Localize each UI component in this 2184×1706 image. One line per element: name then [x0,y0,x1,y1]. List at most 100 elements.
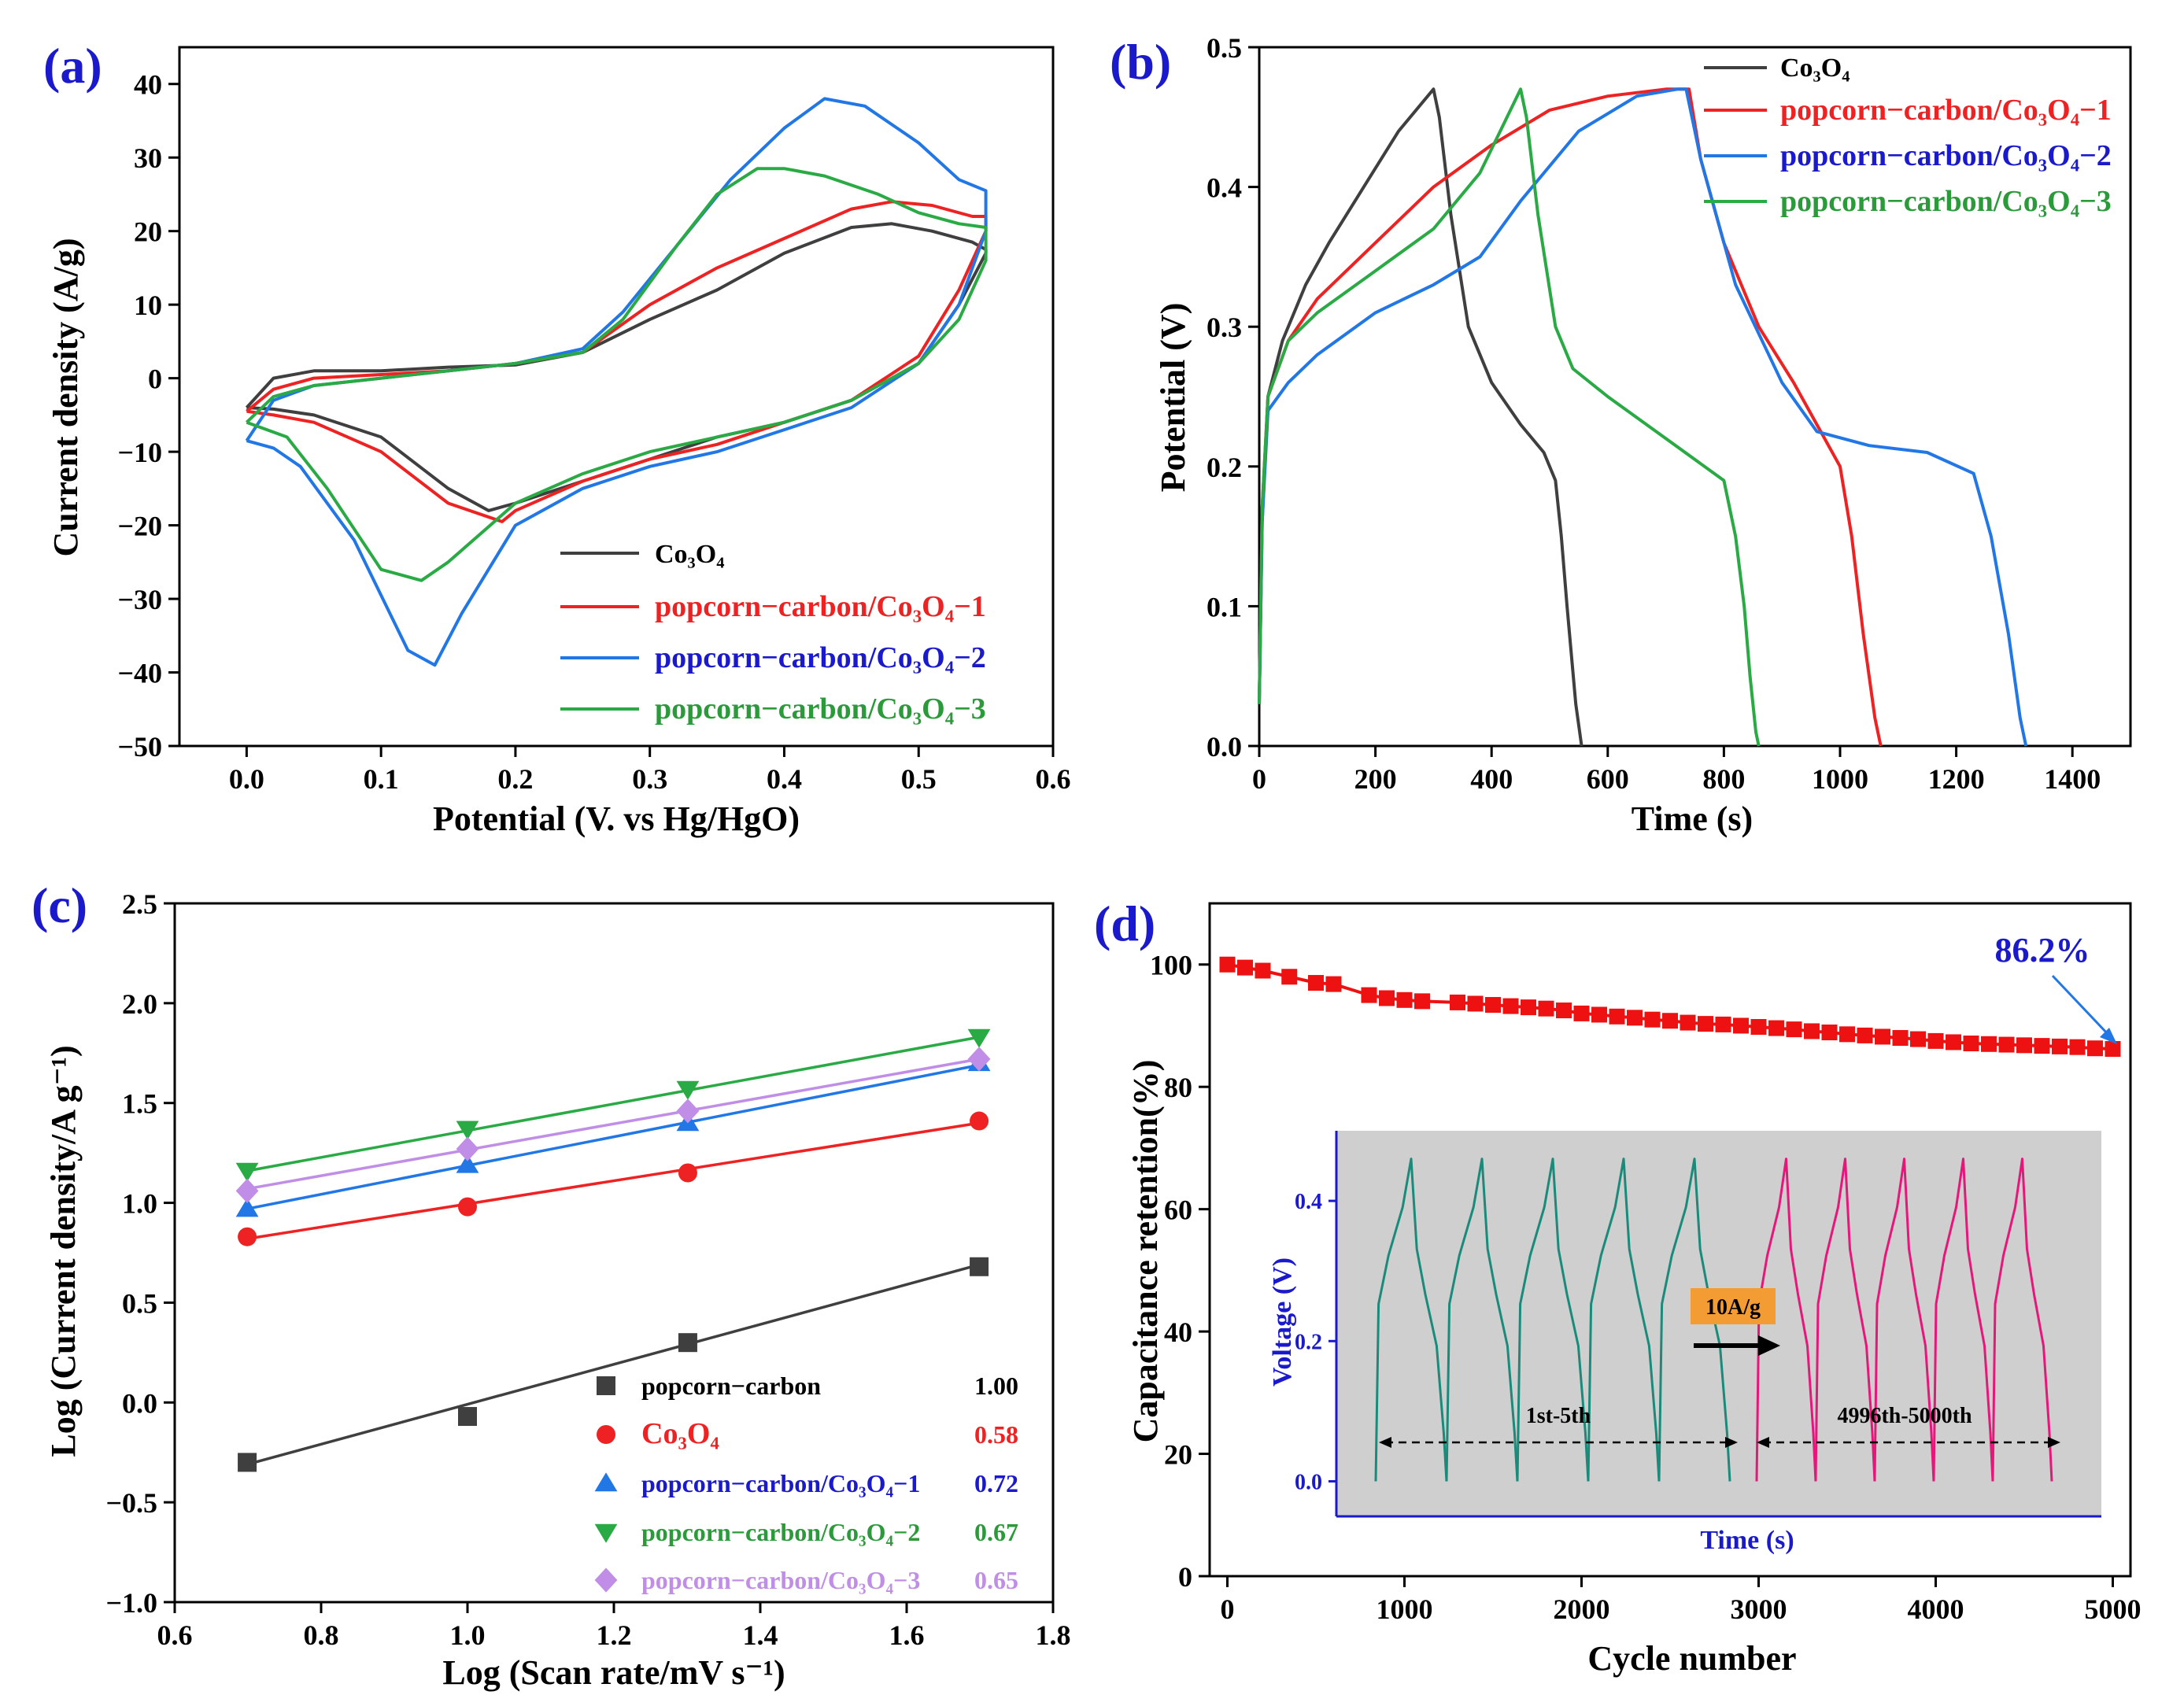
panel-d-y-label: Capacitance retention(%) [1126,1060,1165,1443]
y-tick-label: 10 [134,290,162,321]
x-tick-label: 5000 [2085,1593,2142,1625]
inset-first-range-arrow-right [1725,1437,1738,1448]
retention-point [1857,1027,1873,1043]
x-tick-label: 0.6 [157,1619,193,1651]
y-tick-label: 0.0 [1207,731,1242,763]
panel-b-y-ticks: 0.5 0.4 0.3 0.2 0.1 0.0 [1207,32,1259,763]
legend-series-name: Co₃O₄ [641,1417,719,1450]
data-point [238,1227,257,1246]
x-tick-label: 4000 [1908,1593,1964,1625]
x-tick-label: 0.2 [497,763,533,795]
x-tick-label: 400 [1470,763,1513,795]
y-tick-label: −40 [117,658,162,689]
x-tick-label: 0.3 [632,763,667,795]
panel-a-y-ticks: 40 30 20 10 0 −10 −20 −30 −40 −50 [117,69,179,763]
retention-point [1981,1036,1997,1052]
panel-c-label: (c) [31,877,87,933]
x-tick-label: 0.8 [304,1619,339,1651]
panel-c-x-label: Log (Scan rate/mV s⁻¹) [442,1653,785,1692]
cv-curve-4 [246,167,988,582]
retention-point [1804,1023,1820,1039]
data-point [678,1163,697,1183]
panel-a-x-ticks: 0.0 0.1 0.2 0.3 0.4 0.5 0.6 [229,746,1071,795]
retention-point [1556,1003,1572,1019]
retention-point [2052,1038,2068,1054]
retention-point [1963,1035,1979,1051]
data-point [456,1136,479,1161]
retention-point [2105,1040,2121,1057]
retention-point [1750,1019,1767,1036]
legend-marker [594,1523,618,1543]
panel-b-x-ticks: 0 200 400 600 800 1000 1200 1400 [1252,746,2101,795]
x-tick-label: 1400 [2044,763,2101,795]
y-tick-label: 0.5 [1207,32,1242,64]
y-tick-label: 2.5 [122,888,157,920]
x-tick-label: 1.0 [450,1619,486,1651]
data-point [235,1162,259,1182]
inset-cycle-5 [1657,1158,1731,1482]
panel-d-inset: 0.4 0.2 0.0 Voltage (V) Time (s) 1st-5th 4… [1268,1131,2101,1555]
retention-point [1502,998,1519,1014]
inset-cycle-4998 [1873,1158,1935,1482]
panel-b-label: (b) [1110,34,1171,90]
data-point [456,1121,479,1140]
data-point [458,1197,477,1217]
panel-b-gcd-chart: (b) 0 200 400 600 800 1000 1200 1400 0.50.40.30… [1110,32,2132,838]
retention-point [1219,956,1236,973]
panel-d-frame [1208,902,2132,1578]
inset-y-ticks: 0.4 0.2 0.0 [1295,1190,1336,1494]
retention-point [1573,1005,1590,1021]
panel-d-x-ticks: 0 1000 2000 3000 4000 5000 [1221,1576,2142,1625]
retention-point [1644,1011,1661,1028]
retention-point [1467,995,1484,1012]
legend-b-pc1: popcorn−carbon/Co₃O₄−1 [1780,94,2112,127]
x-tick-label: 0.4 [767,763,802,795]
x-tick-label: 1200 [1928,763,1985,795]
retention-point [1875,1028,1890,1045]
retention-point [1281,969,1298,985]
panel-c-frame [173,902,1055,1604]
retention-annotation-arrow [2051,974,2111,1037]
y-tick-label: −10 [117,437,162,468]
y-tick-label: 80 [1164,1072,1192,1103]
panel-a-series [245,97,988,667]
data-point [970,1257,989,1276]
fit-line-1 [246,1263,980,1466]
inset-y-tick-label: 0.4 [1295,1190,1322,1214]
y-tick-label: 20 [1164,1439,1192,1471]
retention-point [1450,994,1465,1010]
legend-a-pc2: popcorn−carbon/Co₃O₄−2 [655,641,986,674]
legend-marker [594,1472,618,1492]
data-point [235,1198,259,1217]
legend-marker [594,1568,618,1593]
x-tick-label: 0.5 [901,763,937,795]
panel-c-legend: popcorn−carbon 1.00 Co₃O₄ 0.58 popcorn−carbo… [594,1372,1018,1594]
retention-point [2069,1039,2086,1055]
panel-a-y-label: Current density (A/g) [46,238,85,557]
data-point [235,1178,259,1203]
y-tick-label: −1.0 [105,1587,157,1619]
y-tick-label: 1.5 [122,1088,157,1120]
panel-b-frame [1258,46,2132,748]
inset-last-range-arrow-left [1757,1437,1769,1448]
legend-slope: 0.58 [974,1420,1018,1449]
cv-curve-1 [245,222,988,512]
legend-series-name: popcorn−carbon/Co₃O₄−3 [641,1566,920,1594]
retention-annotation-arrow-head [2100,1028,2117,1044]
legend-series-name: popcorn−carbon [641,1372,821,1400]
y-tick-label: 0 [1178,1561,1192,1593]
legend-marker [597,1425,615,1444]
retention-point [1839,1026,1855,1043]
retention-point [1715,1016,1731,1032]
retention-point [1733,1017,1749,1034]
x-tick-label: 0.6 [1036,763,1071,795]
panel-a-label: (a) [43,38,102,94]
y-tick-label: −0.5 [105,1487,157,1519]
y-tick-label: 30 [134,142,162,174]
legend-marker [597,1376,615,1395]
panel-c-y-ticks: 2.5 2.0 1.5 1.0 0.5 0.0 −0.5 −1.0 [105,888,175,1619]
x-tick-label: 1000 [1377,1593,1433,1625]
legend-slope: 1.00 [974,1372,1018,1400]
retention-point [1698,1016,1713,1032]
inset-first-range-label: 1st-5th [1526,1404,1591,1428]
